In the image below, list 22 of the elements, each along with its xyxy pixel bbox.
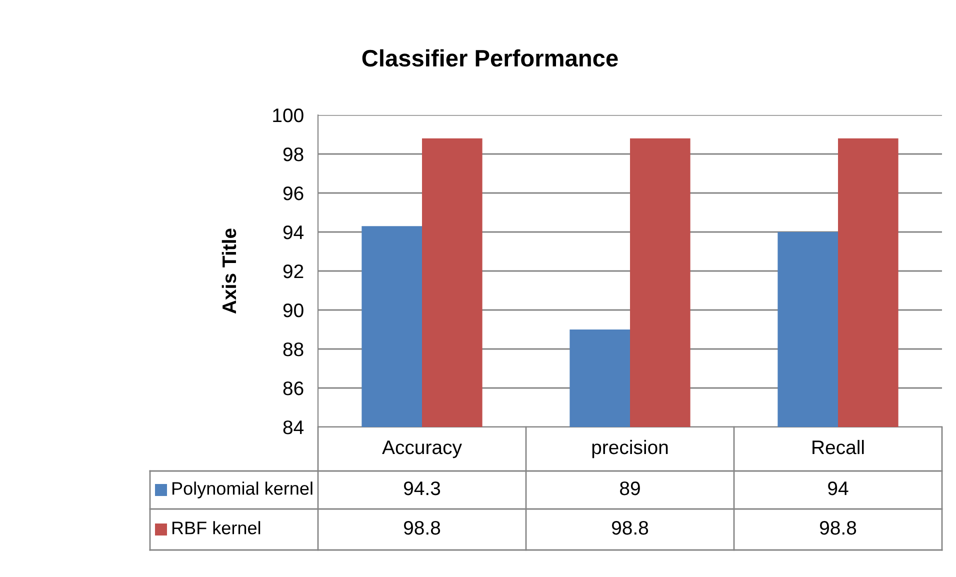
y-tick-label: 86 bbox=[283, 381, 304, 396]
legend-label: Polynomial kernel bbox=[172, 482, 312, 498]
data-label: 98.8 bbox=[404, 520, 440, 535]
y-tick-label: 90 bbox=[283, 303, 304, 318]
y-tick-label: 84 bbox=[283, 420, 304, 434]
data-label: 89 bbox=[620, 481, 640, 496]
legend-label: RBF kernel bbox=[172, 521, 260, 534]
chart-title: Classifier Performance bbox=[362, 49, 618, 67]
y-tick-label: 92 bbox=[283, 264, 304, 278]
data-label: 94.3 bbox=[404, 481, 440, 496]
data-label: 94 bbox=[828, 481, 848, 496]
y-tick-label: 98 bbox=[283, 147, 304, 162]
y-tick-label: 100 bbox=[273, 108, 304, 122]
y-tick-label: 94 bbox=[283, 225, 304, 240]
x-tick-label: precision bbox=[592, 440, 668, 458]
data-label: 98.8 bbox=[820, 520, 856, 535]
x-tick-label: Recall bbox=[812, 440, 864, 454]
y-tick-label: 88 bbox=[283, 342, 304, 356]
x-tick-label: Accuracy bbox=[382, 440, 462, 458]
y-tick-label: 96 bbox=[283, 186, 304, 200]
y-axis-title: Axis Title bbox=[222, 228, 236, 314]
data-label: 98.8 bbox=[612, 520, 648, 535]
